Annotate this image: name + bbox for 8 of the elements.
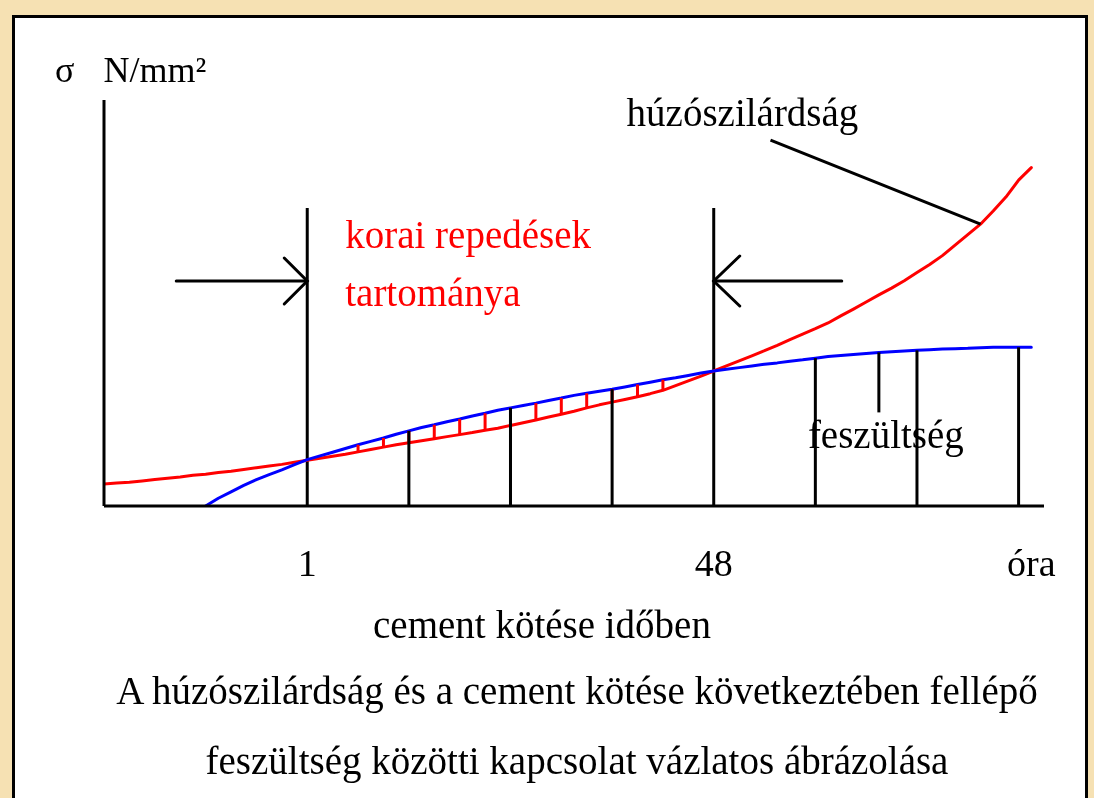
x-axis-title: cement kötése időben xyxy=(373,603,711,647)
y-axis-title: σ N/mm² xyxy=(55,49,207,91)
annotation: korai repedések tartománya xyxy=(345,212,593,317)
x-tick-label: 48 xyxy=(694,541,733,584)
x-tick-label: 1 xyxy=(297,541,317,584)
x-tick-label: óra xyxy=(1007,541,1056,584)
text: A húzószilárdság és a cement kötése következtében fellépő feszültség közötti kapcsolat vázlatos ábrázolása xyxy=(115,668,1039,785)
text: húzószilárdság xyxy=(626,91,859,136)
